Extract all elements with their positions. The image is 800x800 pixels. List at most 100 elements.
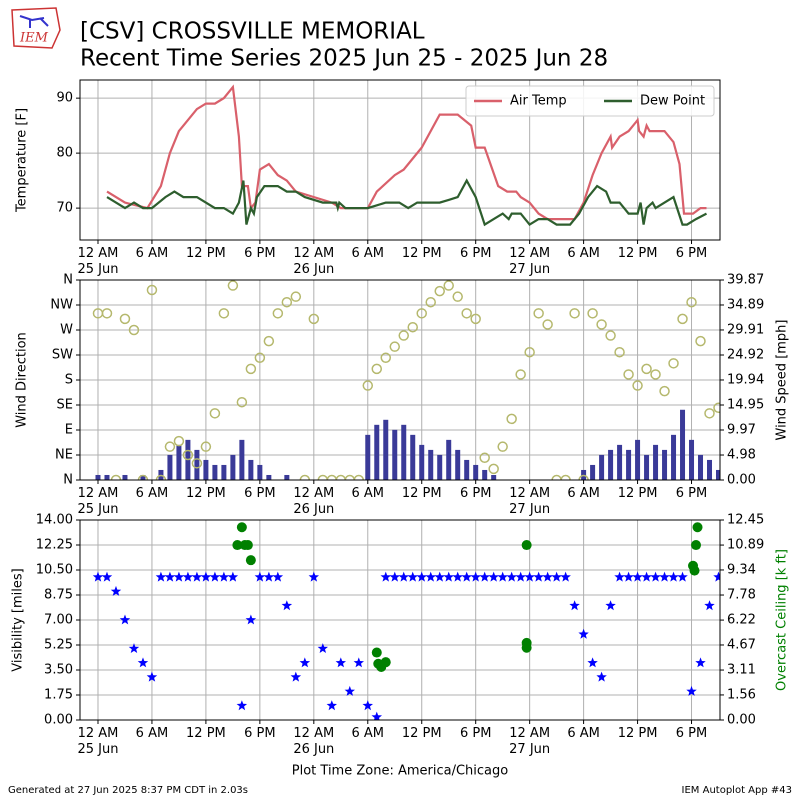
ring-marker: [524, 346, 535, 358]
ring-marker: [704, 408, 715, 419]
y-tick-label: 7.00: [44, 613, 73, 628]
dot-marker: [689, 565, 700, 576]
legend-label: Dew Point: [640, 94, 705, 109]
ring-marker: [569, 308, 580, 319]
axes-frame: [79, 79, 721, 241]
y2-tick-label: 24.92: [727, 347, 764, 362]
ring-marker: [353, 474, 365, 480]
y2-tick-label: 4.98: [727, 448, 756, 463]
x-tick-label: 12 PM: [402, 246, 442, 261]
x-axis-label: Plot Time Zone: America/Chicago: [292, 764, 508, 779]
ring-marker: [389, 341, 401, 352]
speed-bar: [95, 474, 101, 480]
speed-bar: [473, 464, 479, 480]
ring-marker: [452, 291, 463, 302]
star-marker: [353, 657, 364, 668]
ring-marker: [119, 313, 131, 325]
speed-bar: [491, 474, 497, 480]
ring-marker: [578, 474, 589, 480]
y-tick-label: 5.25: [44, 638, 73, 653]
ring-marker: [470, 313, 481, 325]
y-tick-label: 3.50: [44, 663, 73, 678]
x-tick-label: 12 PM: [186, 246, 226, 261]
ring-marker: [155, 474, 167, 480]
star-marker: [362, 700, 373, 711]
ring-marker: [515, 369, 526, 380]
speed-bar: [248, 459, 254, 480]
star-marker: [128, 643, 140, 653]
x-tick-label: 6 PM: [460, 246, 491, 261]
y-tick-label: SE: [57, 398, 73, 413]
y-tick-label: SW: [52, 348, 73, 363]
star-marker: [524, 571, 535, 582]
y-tick-label: 10.50: [36, 563, 73, 578]
ring-marker: [416, 308, 427, 319]
dot-marker: [242, 540, 253, 551]
ring-marker: [290, 291, 302, 302]
speed-bar: [176, 444, 182, 480]
x-tick-label: 6 AM: [136, 486, 169, 501]
y2-tick-label: 0.00: [727, 713, 756, 728]
y-tick-label: 70: [56, 201, 73, 216]
logo-mark: [19, 15, 49, 28]
star-marker: [677, 571, 688, 582]
ring-marker: [101, 308, 113, 319]
ring-marker: [596, 319, 607, 330]
dot-marker: [371, 647, 382, 658]
y-tick-label: 8.75: [44, 588, 73, 603]
star-marker: [146, 671, 158, 682]
x-tick-label: 6 PM: [676, 486, 707, 501]
ring-marker: [173, 435, 185, 447]
star-marker: [317, 643, 328, 653]
ring-marker: [272, 308, 284, 319]
ring-marker: [200, 441, 212, 452]
y2-axis-label: Wind Speed [mph]: [775, 320, 790, 441]
plot-area: [92, 522, 720, 720]
x-tick-label: 12 AM 27 Jun: [509, 246, 550, 277]
x-tick-label: 12 PM: [402, 726, 442, 741]
speed-bar: [221, 464, 227, 480]
star-marker: [515, 571, 526, 582]
star-marker: [596, 671, 607, 682]
speed-bar: [464, 459, 470, 480]
speed-bar: [716, 469, 720, 480]
logo: IEM: [11, 7, 61, 49]
ring-marker: [632, 380, 643, 391]
ring-marker: [506, 413, 517, 425]
ring-marker: [218, 308, 230, 319]
star-marker: [155, 571, 167, 582]
y-tick-label: 12.25: [36, 538, 73, 553]
dot-marker: [380, 657, 391, 668]
ring-marker: [668, 358, 679, 369]
x-tick-label: 6 AM: [352, 246, 385, 261]
title: [CSV] CROSSVILLE MEMORIAL: [80, 19, 425, 45]
ring-marker: [605, 330, 616, 341]
subtitle: Recent Time Series 2025 Jun 25 - 2025 Ju…: [80, 46, 608, 72]
axes-frame: [79, 279, 721, 481]
ring-marker: [164, 441, 176, 452]
y-tick-label: W: [60, 323, 73, 338]
ring-marker: [488, 463, 499, 475]
ring-marker: [335, 474, 347, 480]
speed-bar: [257, 464, 263, 480]
dot-marker: [236, 522, 247, 533]
x-tick-label: 12 PM: [402, 486, 442, 501]
star-marker: [218, 571, 230, 582]
x-tick-label: 12 AM 26 Jun: [293, 486, 334, 517]
dot-marker: [691, 540, 702, 551]
series-line: [106, 84, 707, 221]
star-marker: [479, 571, 490, 582]
legend-box: [465, 85, 715, 117]
y2-tick-label: 14.95: [727, 398, 764, 413]
ring-marker: [542, 319, 553, 330]
ring-marker: [398, 330, 409, 341]
y2-tick-label: 9.34: [727, 562, 756, 577]
ring-marker: [443, 280, 454, 291]
ring-marker: [110, 474, 122, 480]
x-tick-label: 6 PM: [244, 486, 275, 501]
y-tick-label: E: [65, 423, 73, 438]
star-marker: [164, 571, 176, 582]
y2-tick-label: 34.89: [727, 297, 764, 312]
x-tick-label: 6 PM: [676, 726, 707, 741]
x-tick-label: 12 AM 25 Jun: [77, 726, 118, 757]
